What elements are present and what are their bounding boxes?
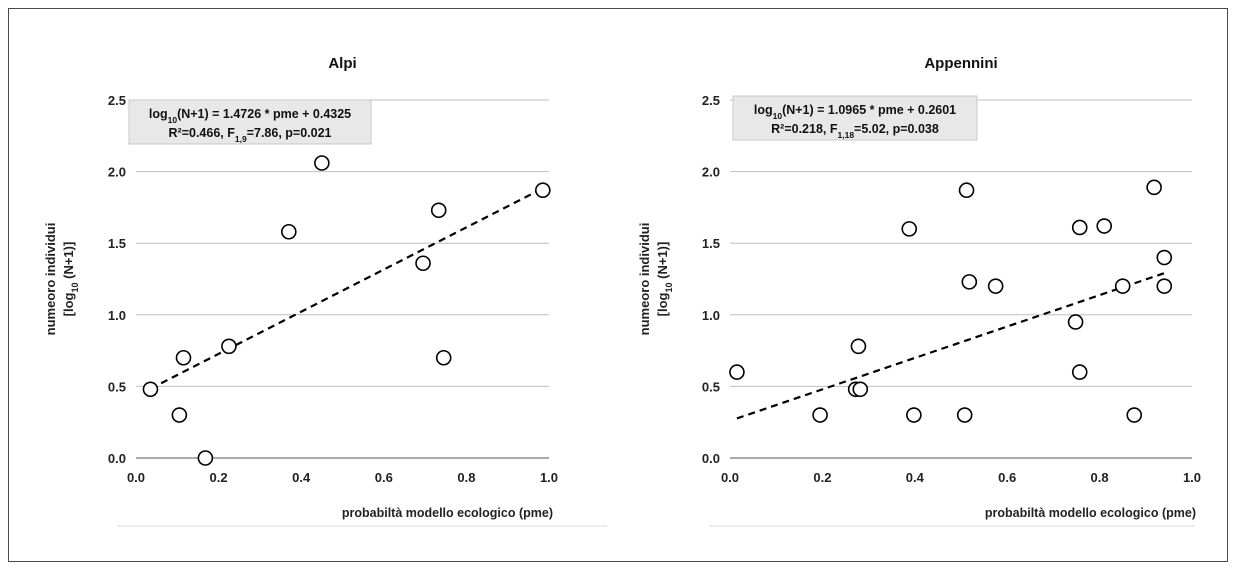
data-point: [956, 407, 973, 423]
scatter-charts: 0.0 0.5 1.0 1.5 2.0 2.5 0.0 0.2 0.4 0.6 0.8 1.0 Alpi…: [43, 55, 1201, 527]
data-point: [906, 407, 922, 423]
data-point: [852, 381, 869, 398]
x-tick-label: 0.6: [375, 470, 393, 485]
y-tick-label: 1.5: [702, 236, 720, 251]
data-point: [1096, 218, 1113, 234]
x-tick-label: 0.8: [1091, 470, 1109, 485]
data-point: [175, 349, 192, 366]
y-tick-label: 0.5: [702, 379, 720, 394]
x-tick-label: 0.4: [292, 470, 311, 485]
regression-equation: log10(N+1) = 1.0965 * pme + 0.2601: [754, 103, 956, 121]
data-point: [1156, 249, 1173, 266]
data-point: [987, 278, 1004, 294]
y-tick-label: 0.5: [108, 379, 126, 394]
regression-stats: R²=0.466, F1,9=7.86, p=0.021: [169, 126, 332, 144]
x-tick-label: 0.4: [906, 470, 925, 485]
equation-box: [128, 99, 372, 145]
x-tick-label: 0.2: [210, 470, 228, 485]
x-axis-label: probabiltà modello ecologico (pme): [342, 506, 553, 520]
data-point: [1126, 407, 1143, 423]
data-point: [430, 202, 447, 219]
trendline: [736, 272, 1165, 420]
data-point: [1071, 364, 1088, 380]
data-point: [901, 221, 918, 237]
data-point: [1146, 179, 1162, 196]
data-point: [850, 338, 867, 355]
y-tick-label: 0.0: [108, 451, 126, 466]
y-axis-label: numeoro individui: [637, 223, 652, 336]
y-tick-label: 1.0: [702, 308, 720, 323]
chart-title: Appennini: [924, 55, 997, 72]
y-axis-label-unit: [log10 (N+1)]: [655, 242, 674, 317]
y-tick-label: 0.0: [702, 451, 720, 466]
data-point: [1071, 219, 1088, 236]
y-tick-label: 2.0: [702, 165, 720, 180]
x-tick-label: 0.0: [127, 470, 145, 485]
x-tick-label: 1.0: [1183, 470, 1201, 485]
data-point: [1114, 278, 1131, 294]
data-point: [1156, 278, 1173, 294]
x-tick-label: 0.8: [457, 470, 475, 485]
data-point: [812, 407, 828, 423]
data-point: [435, 349, 452, 366]
data-point: [142, 381, 159, 398]
data-point: [197, 450, 214, 466]
y-tick-label: 2.5: [108, 93, 126, 108]
trendline: [149, 187, 544, 390]
data-point: [171, 407, 188, 423]
data-point: [281, 223, 297, 240]
x-tick-label: 0.6: [998, 470, 1016, 485]
y-tick-label: 2.5: [702, 93, 720, 108]
y-tick-label: 1.5: [108, 236, 126, 251]
data-point: [221, 338, 237, 355]
chart-0: 0.0 0.5 1.0 1.5 2.0 2.5 0.0 0.2 0.4 0.6 0.8 1.0 Alpi…: [43, 55, 607, 527]
y-axis-label: numeoro individui: [43, 223, 58, 336]
figure-frame: 0.0 0.5 1.0 1.5 2.0 2.5 0.0 0.2 0.4 0.6 0.8 1.0 Alpi…: [8, 8, 1228, 562]
regression-equation: log10(N+1) = 1.4726 * pme + 0.4325: [149, 107, 351, 125]
data-point: [535, 182, 551, 199]
y-axis-label-unit: [log10 (N+1)]: [61, 242, 80, 317]
data-point: [961, 274, 978, 290]
regression-stats: R²=0.218, F1,18=5.02, p=0.038: [771, 122, 939, 140]
chart-1: 0.0 0.5 1.0 1.5 2.0 2.5 0.0 0.2 0.4 0.6 0.8 1.0 Appe…: [637, 55, 1201, 527]
data-point: [415, 255, 431, 272]
x-tick-label: 0.0: [721, 470, 739, 485]
x-tick-label: 0.2: [813, 470, 831, 485]
x-axis-label: probabiltà modello ecologico (pme): [985, 506, 1196, 520]
data-point: [958, 182, 975, 199]
y-tick-label: 1.0: [108, 308, 126, 323]
data-point: [1067, 314, 1084, 330]
equation-box: [732, 95, 978, 141]
x-tick-label: 1.0: [540, 470, 558, 485]
y-tick-label: 2.0: [108, 165, 126, 180]
data-point: [314, 155, 330, 171]
data-point: [729, 364, 745, 380]
chart-title: Alpi: [328, 55, 356, 72]
